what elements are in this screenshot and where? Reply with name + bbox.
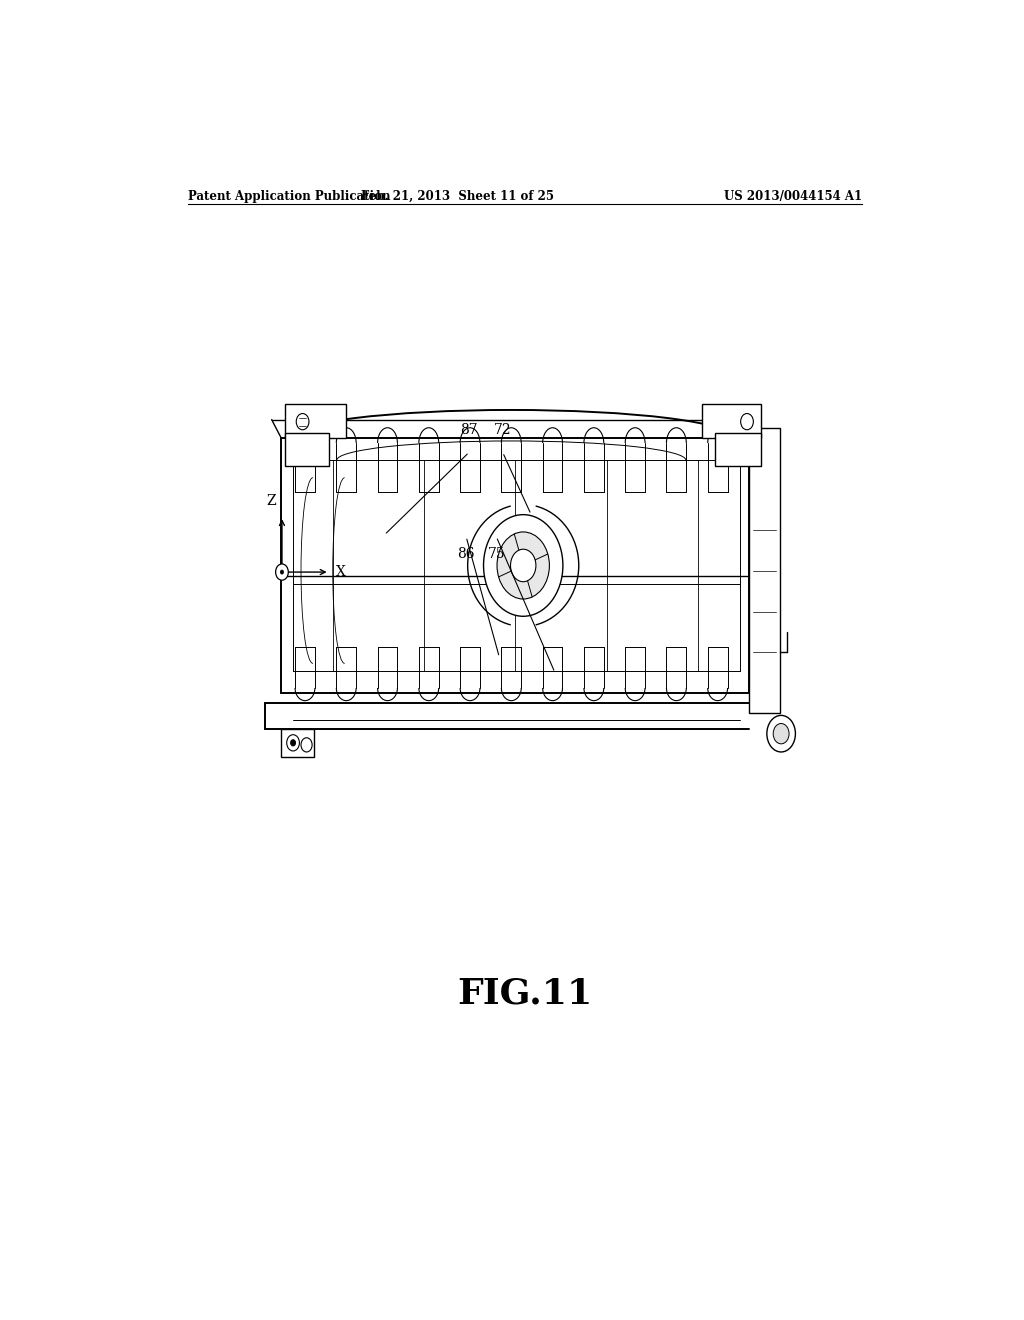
Text: US 2013/0044154 A1: US 2013/0044154 A1: [724, 190, 862, 203]
Circle shape: [291, 739, 296, 746]
Bar: [715, 433, 761, 466]
Text: Feb. 21, 2013  Sheet 11 of 25: Feb. 21, 2013 Sheet 11 of 25: [360, 190, 554, 203]
Circle shape: [301, 738, 312, 752]
Text: X: X: [336, 565, 346, 579]
Circle shape: [281, 570, 284, 574]
Text: Patent Application Publication: Patent Application Publication: [187, 190, 390, 203]
Circle shape: [497, 532, 550, 599]
Text: 75: 75: [487, 546, 505, 561]
Text: 72: 72: [494, 422, 511, 437]
Bar: [285, 404, 346, 438]
Text: 86: 86: [458, 546, 475, 561]
Circle shape: [296, 413, 309, 430]
Circle shape: [773, 723, 790, 744]
Text: 87: 87: [461, 422, 478, 437]
Circle shape: [511, 549, 536, 582]
Bar: [282, 729, 314, 758]
Circle shape: [287, 735, 299, 751]
Bar: [285, 433, 329, 466]
Text: FIG.11: FIG.11: [457, 977, 593, 1011]
Bar: [701, 404, 761, 438]
Circle shape: [275, 564, 289, 581]
Circle shape: [740, 413, 754, 430]
Text: Z: Z: [266, 494, 275, 508]
Circle shape: [767, 715, 796, 752]
Bar: [750, 428, 779, 713]
Circle shape: [483, 515, 563, 616]
